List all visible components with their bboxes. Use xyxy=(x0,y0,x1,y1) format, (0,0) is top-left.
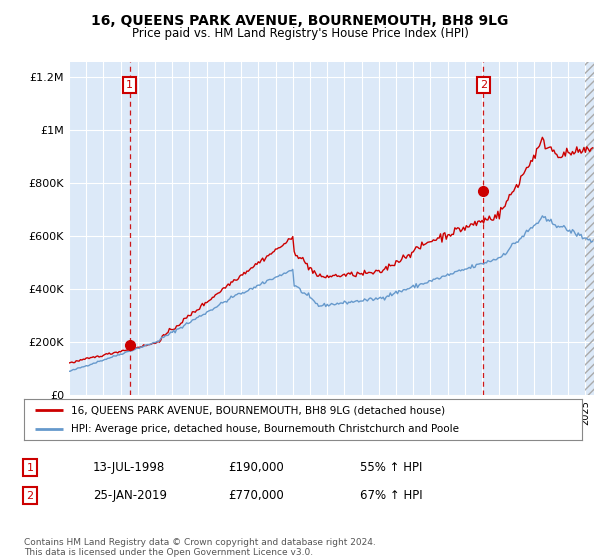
Text: 55% ↑ HPI: 55% ↑ HPI xyxy=(360,461,422,474)
Bar xyxy=(586,62,594,395)
Text: £190,000: £190,000 xyxy=(228,461,284,474)
Text: 67% ↑ HPI: 67% ↑ HPI xyxy=(360,489,422,502)
Text: 2: 2 xyxy=(480,80,487,90)
Text: 1: 1 xyxy=(26,463,34,473)
Text: 16, QUEENS PARK AVENUE, BOURNEMOUTH, BH8 9LG: 16, QUEENS PARK AVENUE, BOURNEMOUTH, BH8… xyxy=(91,14,509,28)
Text: Price paid vs. HM Land Registry's House Price Index (HPI): Price paid vs. HM Land Registry's House … xyxy=(131,27,469,40)
Text: HPI: Average price, detached house, Bournemouth Christchurch and Poole: HPI: Average price, detached house, Bour… xyxy=(71,424,460,433)
Text: Contains HM Land Registry data © Crown copyright and database right 2024.
This d: Contains HM Land Registry data © Crown c… xyxy=(24,538,376,557)
Text: 16, QUEENS PARK AVENUE, BOURNEMOUTH, BH8 9LG (detached house): 16, QUEENS PARK AVENUE, BOURNEMOUTH, BH8… xyxy=(71,405,446,415)
Text: 1: 1 xyxy=(126,80,133,90)
Text: 13-JUL-1998: 13-JUL-1998 xyxy=(93,461,165,474)
Text: £770,000: £770,000 xyxy=(228,489,284,502)
Text: 25-JAN-2019: 25-JAN-2019 xyxy=(93,489,167,502)
Text: 2: 2 xyxy=(26,491,34,501)
